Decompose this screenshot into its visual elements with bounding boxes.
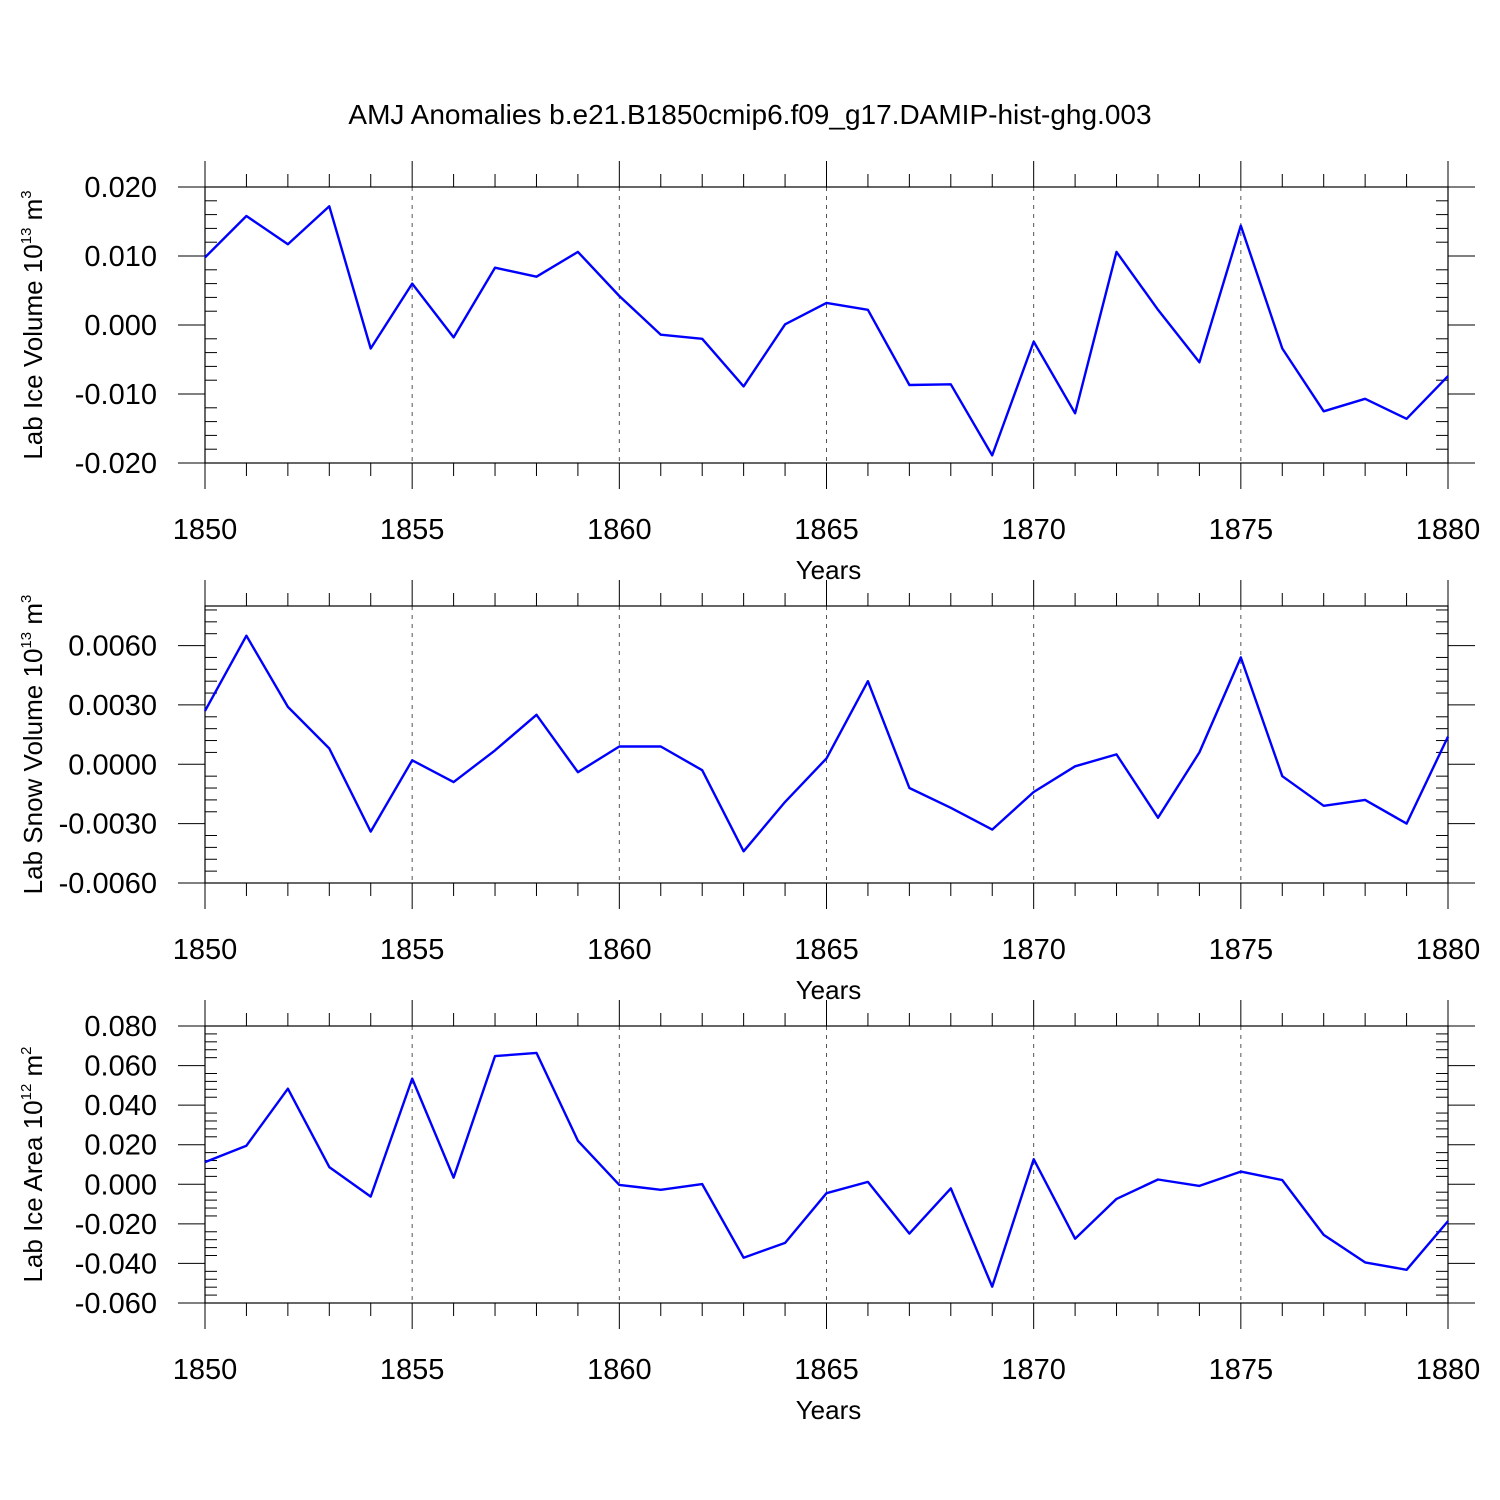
y-tick-label: -0.0060 [59, 868, 157, 900]
panel-ice-volume: -0.020 -0.010 0.000 0.010 0.020 1850 1855 1860 1… [18, 161, 1480, 585]
x-tick-label: 1880 [1416, 1354, 1481, 1386]
x-tick-label: 1860 [587, 1354, 652, 1386]
x-tick-label: 1855 [380, 514, 445, 546]
y-tick-label: -0.010 [75, 379, 157, 411]
y-tick-label: -0.020 [75, 448, 157, 480]
y-tick-label: 0.0000 [68, 749, 157, 781]
series-line-ice-volume [204, 205, 1449, 457]
x-tick-label: 1865 [794, 934, 859, 966]
y-tick-label: 0.040 [84, 1090, 157, 1122]
series-line-snow-volume [203, 634, 1450, 853]
x-tick-label: 1850 [173, 1354, 238, 1386]
y-tick-label: 0.0030 [68, 690, 157, 722]
panel-snow-volume: -0.0060 -0.0030 0.0000 0.0030 0.0060 1850 1855… [18, 580, 1480, 1005]
x-tick-label: 1875 [1209, 514, 1274, 546]
y-tick-label: 0.020 [84, 172, 157, 204]
x-tick-label: 1875 [1209, 1354, 1274, 1386]
x-tick-label: 1875 [1209, 934, 1274, 966]
y-tick-label: -0.040 [75, 1248, 157, 1280]
series-line-ice-area [204, 1051, 1449, 1288]
y-axis-label: Lab Snow Volume 1013 m3 [18, 595, 48, 895]
x-tick-label: 1855 [380, 934, 445, 966]
x-tick-label: 1880 [1416, 934, 1481, 966]
x-tick-label: 1850 [173, 934, 238, 966]
y-tick-label: 0.000 [84, 1169, 157, 1201]
y-tick-label: 0.0060 [68, 631, 157, 663]
y-tick-label: 0.000 [84, 310, 157, 342]
y-tick-label: 0.010 [84, 241, 157, 273]
x-tick-label: 1870 [1001, 934, 1066, 966]
x-tick-label: 1865 [794, 514, 859, 546]
x-tick-label: 1850 [173, 514, 238, 546]
x-axis-label: Years [796, 975, 862, 1005]
x-axis-label: Years [796, 1395, 862, 1425]
x-tick-label: 1860 [587, 514, 652, 546]
y-tick-label: -0.060 [75, 1288, 157, 1320]
y-tick-label: -0.020 [75, 1209, 157, 1241]
x-tick-label: 1865 [794, 1354, 859, 1386]
x-tick-label: 1870 [1001, 514, 1066, 546]
x-tick-label: 1860 [587, 934, 652, 966]
y-tick-label: 0.020 [84, 1130, 157, 1162]
y-tick-label: 0.080 [84, 1011, 157, 1043]
chart-title: AMJ Anomalies b.e21.B1850cmip6.f09_g17.D… [348, 99, 1151, 130]
x-tick-label: 1855 [380, 1354, 445, 1386]
y-tick-label: -0.0030 [59, 809, 157, 841]
y-axis-label: Lab Ice Volume 1013 m3 [18, 190, 48, 459]
x-tick-label: 1870 [1001, 1354, 1066, 1386]
panel-ice-area: -0.060 -0.040 -0.020 0.000 0.020 0.040 0.060 0.… [18, 1000, 1480, 1425]
x-tick-label: 1880 [1416, 514, 1481, 546]
y-axis-label: Lab Ice Area 1012 m2 [18, 1046, 48, 1282]
x-axis-label: Years [796, 555, 862, 585]
y-tick-label: 0.060 [84, 1051, 157, 1083]
